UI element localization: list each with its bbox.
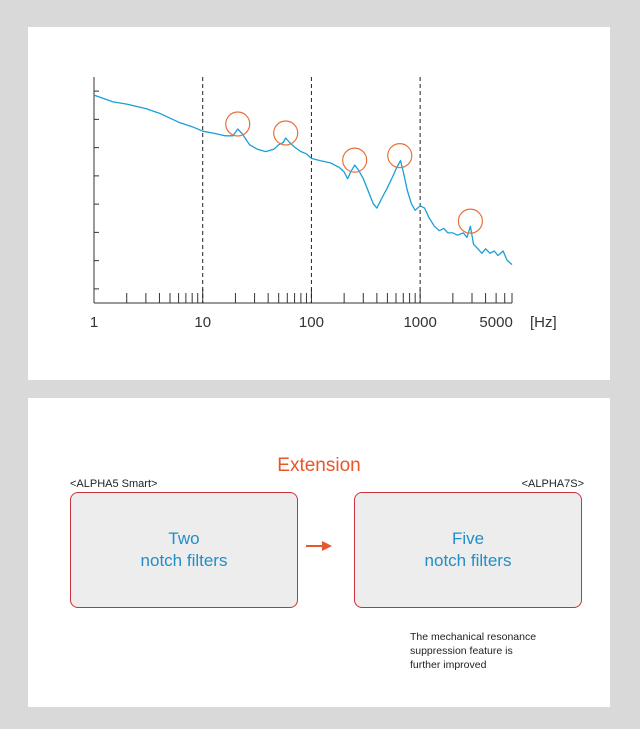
- x-tick-label: 100: [299, 314, 324, 331]
- frequency-response-chart: 1 10 100 1000 5000 [Hz]: [90, 77, 557, 331]
- right-arrow-icon: [306, 541, 332, 551]
- five-notch-filters-box: Five notch filters: [354, 492, 582, 608]
- resonance-peak-marker: [342, 147, 368, 173]
- x-tick-label: 1000: [403, 314, 436, 331]
- x-unit-label: [Hz]: [530, 314, 557, 331]
- improvement-note-line1: The mechanical resonance: [410, 631, 537, 643]
- improvement-note: The mechanical resonance suppression fea…: [410, 630, 600, 672]
- resonance-peak-marker: [273, 120, 299, 146]
- resonance-peak-marker: [225, 111, 251, 137]
- alpha5-smart-tag: <ALPHA5 Smart>: [70, 478, 158, 490]
- two-notch-filters-box: Two notch filters: [70, 492, 298, 608]
- two-notch-filters-line1: Two: [168, 529, 200, 548]
- improvement-note-line2: suppression feature is: [410, 645, 513, 657]
- resonance-peak-marker: [387, 143, 413, 169]
- five-notch-filters-line2: notch filters: [424, 551, 512, 570]
- x-tick-label: 10: [194, 314, 211, 331]
- resonance-peak-marker: [457, 208, 483, 234]
- x-tick-label: 5000: [479, 314, 512, 331]
- x-tick-label: 1: [90, 314, 98, 331]
- improvement-note-line3: further improved: [410, 659, 487, 671]
- two-notch-filters-line2: notch filters: [140, 551, 228, 570]
- five-notch-filters-line1: Five: [451, 529, 485, 548]
- alpha7s-tag: <ALPHA7S>: [521, 478, 584, 490]
- response-curve-line: [93, 94, 513, 266]
- frequency-response-panel: 1 10 100 1000 5000 [Hz]: [28, 27, 610, 380]
- notch-filter-comparison-panel: Extension <ALPHA5 Smart> <ALPHA7S> Two n…: [28, 398, 610, 707]
- extension-title: Extension: [277, 455, 361, 476]
